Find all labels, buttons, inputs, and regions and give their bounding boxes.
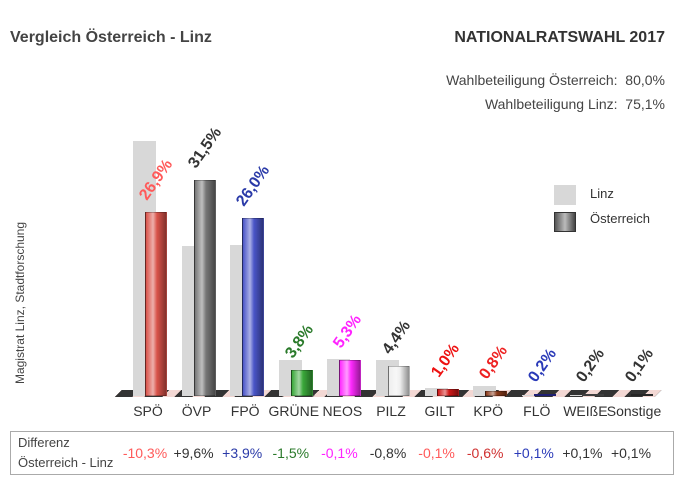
turnout-austria: Wahlbeteiligung Österreich: 80,0% (446, 72, 665, 88)
legend-label-linz: Linz (590, 186, 614, 201)
bar-austria (533, 394, 556, 396)
value-label: 0,8% (476, 342, 512, 382)
legend-swatch-linz (554, 185, 576, 205)
bar-linz (473, 386, 497, 396)
diff-label-line1: Differenz (18, 435, 70, 450)
diff-value: -10,3% (122, 445, 168, 461)
category-label: GRÜNE (268, 403, 320, 419)
diff-value: +0,1% (610, 445, 652, 461)
chart-title: Vergleich Österreich - Linz (10, 29, 212, 46)
value-label: 0,2% (525, 345, 560, 386)
value-label: 0,1% (622, 345, 658, 386)
bar-austria (339, 359, 362, 396)
category-label: PILZ (376, 403, 406, 419)
value-label: 5,3% (330, 311, 366, 352)
value-label: 1,0% (427, 340, 463, 381)
bar-chart: 26,9% SPÖ 31,5% ÖVP 26,0% FPÖ 3,8% GRÜNE 5,3% NEO… (114, 124, 662, 419)
category-label: ÖVP (181, 403, 212, 419)
diff-value: -0,8% (369, 445, 407, 461)
diff-value: +0,1% (513, 445, 554, 461)
category-label: GILT (424, 403, 455, 419)
bar-austria (193, 180, 216, 396)
election-title: NATIONALRATSWAHL 2017 (454, 29, 665, 46)
bar-austria (582, 394, 605, 396)
bar-austria (242, 217, 265, 396)
diff-value: +3,9% (222, 445, 263, 461)
diff-value: +0,1% (562, 445, 603, 461)
bar-austria (485, 390, 508, 396)
category-label: Sonstige (606, 403, 662, 419)
value-label: 0,2% (573, 345, 609, 386)
diff-value: -0,6% (466, 445, 504, 461)
turnout-austria-value: 80,0% (625, 72, 665, 88)
turnout-linz-label: Wahlbeteiligung Linz: (484, 96, 618, 112)
turnout-austria-label: Wahlbeteiligung Österreich: (446, 72, 618, 88)
value-label: 4,4% (379, 317, 415, 358)
bar-linz (521, 395, 545, 396)
difference-table: Differenz Österreich - Linz -10,3% +9,6% +… (10, 431, 674, 475)
category-label: NEOS (322, 403, 363, 419)
category-label: WEIßE (563, 403, 608, 419)
legend-swatch-austria (554, 212, 576, 232)
category-label: KPÖ (473, 403, 503, 419)
turnout-linz-value: 75,1% (625, 96, 665, 112)
value-label: 3,8% (282, 321, 317, 362)
bar-austria (436, 389, 459, 396)
bar-austria (631, 394, 653, 396)
bar-austria (145, 211, 167, 396)
category-label: SPÖ (133, 403, 163, 419)
diff-value: -1,5% (272, 445, 310, 461)
legend-label-austria: Österreich (590, 211, 650, 226)
value-label: 26,0% (233, 162, 274, 210)
diff-value: -0,1% (418, 445, 455, 461)
category-label: FPÖ (230, 403, 260, 419)
category-label: FLÖ (523, 403, 551, 419)
turnout-linz: Wahlbeteiligung Linz: 75,1% (485, 96, 665, 112)
diff-value: +9,6% (173, 445, 214, 461)
diff-value: -0,1% (321, 445, 358, 461)
bar-linz (424, 388, 448, 396)
value-label: 31,5% (184, 124, 225, 172)
bar-linz (570, 395, 594, 396)
bar-austria (388, 365, 410, 396)
bar-austria (290, 369, 313, 396)
diff-label-line2: Österreich - Linz (18, 455, 114, 470)
